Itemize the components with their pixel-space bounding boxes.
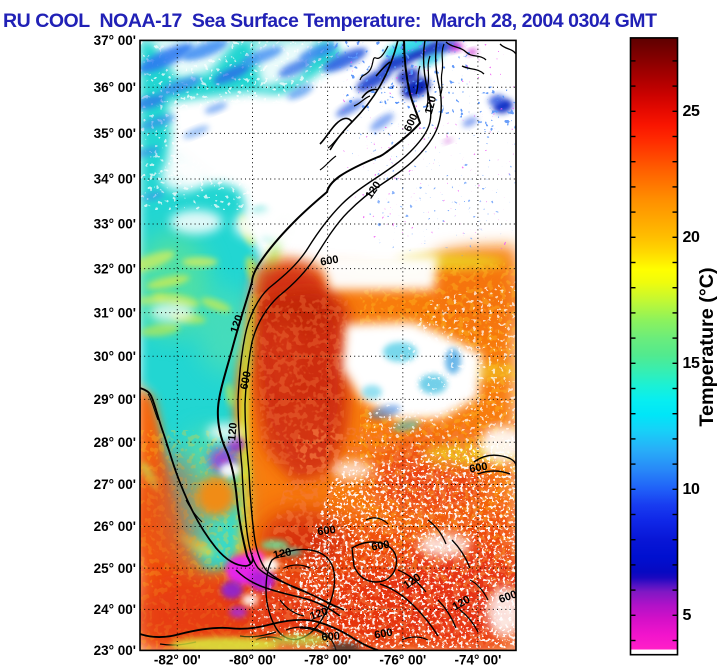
svg-text:120: 120 [272, 546, 292, 562]
svg-text:30° 00': 30° 00' [94, 349, 136, 364]
svg-text:RU COOL NOAA-17 Sea Surface: RU COOL NOAA-17 Sea Surface Temperature:… [3, 10, 657, 32]
svg-text:5: 5 [683, 607, 692, 624]
svg-text:600: 600 [373, 627, 393, 642]
svg-text:120: 120 [226, 422, 240, 441]
svg-text:34° 00': 34° 00' [94, 172, 136, 187]
svg-text:26° 00': 26° 00' [94, 519, 136, 534]
svg-text:120: 120 [423, 95, 439, 116]
svg-text:600: 600 [370, 539, 390, 554]
svg-text:600: 600 [238, 370, 254, 390]
svg-text:-78° 00': -78° 00' [304, 653, 351, 668]
svg-text:120: 120 [229, 313, 246, 334]
svg-text:20: 20 [683, 229, 700, 246]
svg-text:23° 00': 23° 00' [94, 643, 136, 658]
svg-text:10: 10 [683, 481, 700, 498]
svg-text:28° 00': 28° 00' [94, 435, 136, 450]
svg-text:33° 00': 33° 00' [94, 217, 136, 232]
svg-text:36° 00': 36° 00' [94, 80, 136, 95]
svg-text:37° 00': 37° 00' [94, 33, 136, 48]
svg-text:600: 600 [321, 630, 340, 644]
svg-text:600: 600 [497, 588, 518, 606]
svg-text:15: 15 [683, 355, 700, 372]
svg-text:-80° 00': -80° 00' [229, 653, 276, 668]
svg-text:35° 00': 35° 00' [94, 126, 136, 141]
svg-text:24° 00': 24° 00' [94, 602, 136, 617]
svg-text:32° 00': 32° 00' [94, 261, 136, 276]
svg-text:600: 600 [468, 461, 488, 476]
svg-text:27° 00': 27° 00' [94, 477, 136, 492]
svg-text:-82° 00': -82° 00' [154, 653, 201, 668]
svg-text:29° 00': 29° 00' [94, 392, 136, 407]
svg-text:600: 600 [319, 254, 339, 269]
svg-text:600: 600 [317, 524, 337, 538]
svg-text:25: 25 [683, 103, 700, 120]
svg-text:25° 00': 25° 00' [94, 561, 136, 576]
svg-text:Temperature (°C): Temperature (°C) [696, 267, 718, 426]
svg-text:120: 120 [308, 605, 329, 623]
svg-text:-76° 00': -76° 00' [379, 653, 426, 668]
svg-text:31° 00': 31° 00' [94, 305, 136, 320]
svg-text:-74° 00': -74° 00' [454, 653, 501, 668]
